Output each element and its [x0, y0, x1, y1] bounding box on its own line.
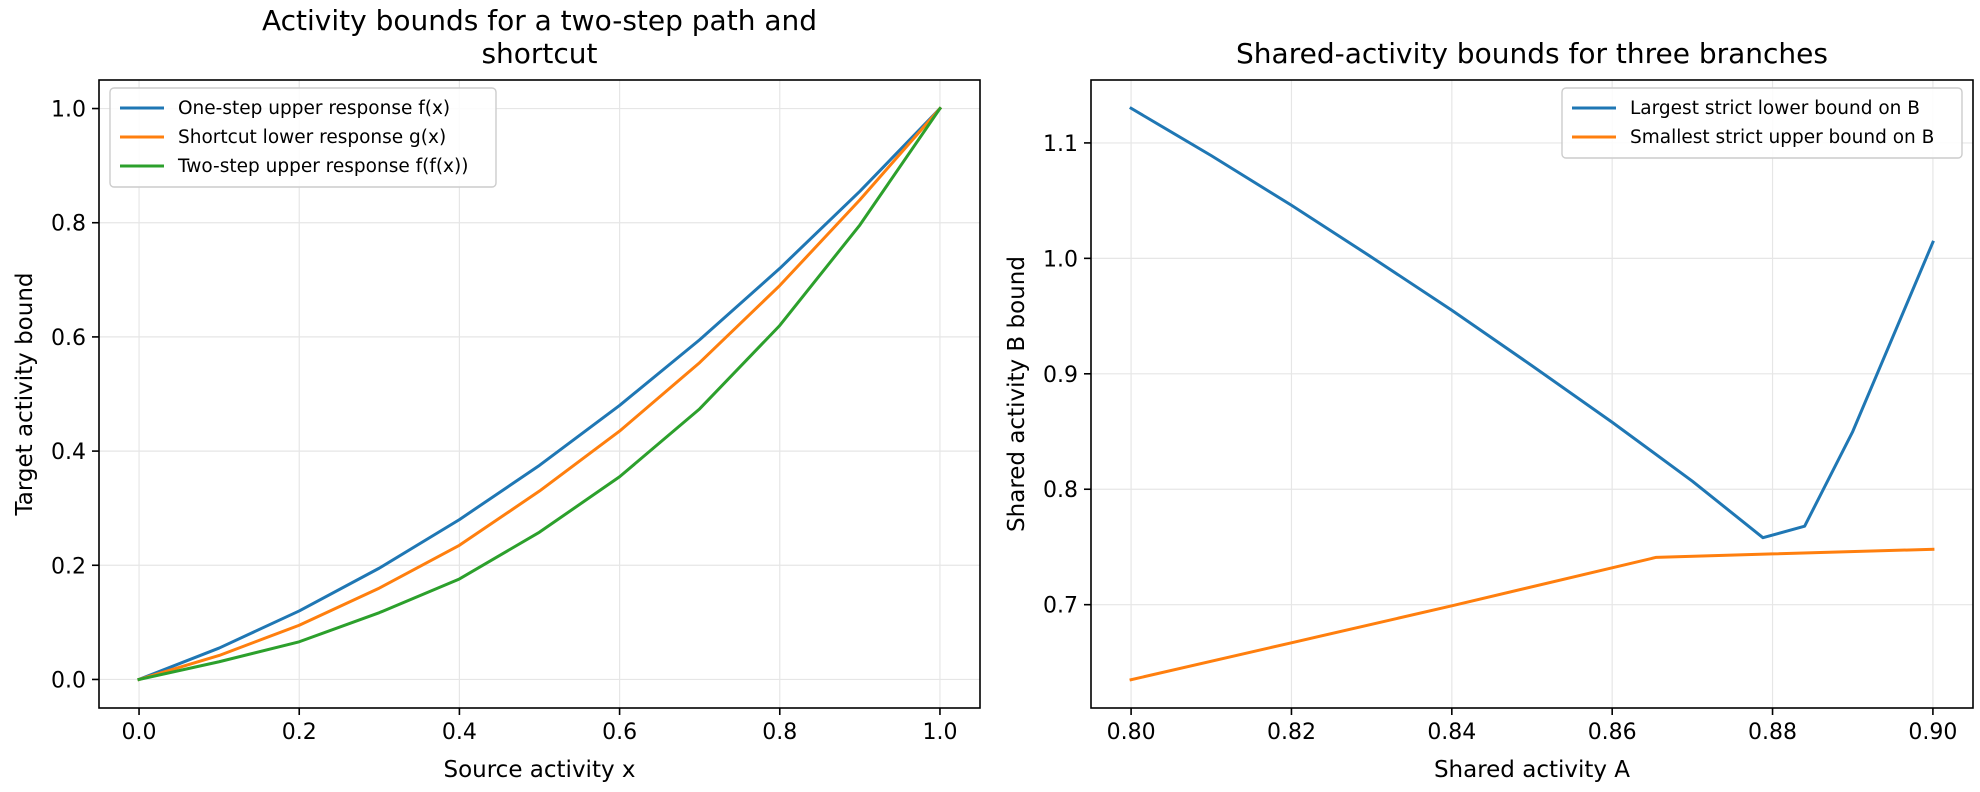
- legend-label: Largest strict lower bound on B: [1630, 98, 1920, 119]
- y-tick-label: 0.8: [1043, 478, 1078, 503]
- legend-label: Shortcut lower response g(x): [178, 127, 446, 148]
- series-line-0: [137, 106, 943, 682]
- left-chart: 0.0 0.2 0.4 0.6 0.8 1.0 0.0 0.2 0.4 0.6 0.8 1.0 Sour…: [12, 4, 981, 783]
- x-axis-label: Source activity x: [443, 757, 635, 783]
- x-tick-label: 0.80: [1107, 720, 1156, 745]
- x-tick-label: 0.0: [122, 720, 157, 745]
- x-tick-label: 0.88: [1748, 720, 1797, 745]
- x-tick-label: 0.4: [442, 720, 477, 745]
- chart-title: Shared-activity bounds for three branche…: [1236, 37, 1828, 70]
- plot-frame: [98, 79, 981, 709]
- y-tick-label: 0.4: [51, 440, 86, 465]
- x-axis-label: Shared activity A: [1434, 757, 1630, 783]
- y-tick-label: 1.1: [1043, 132, 1078, 157]
- series-line-0: [1129, 106, 1935, 540]
- right-chart: 0.80 0.82 0.84 0.86 0.88 0.90 0.7 0.8 0.9 1.0 1.1 S…: [1004, 37, 1974, 783]
- y-tick-label: 0.8: [51, 212, 86, 237]
- x-tick-label: 0.2: [282, 720, 317, 745]
- chart-title: shortcut: [481, 37, 597, 70]
- series-line-2: [137, 106, 943, 682]
- x-tick-label: 0.90: [1908, 720, 1957, 745]
- y-axis-label: Shared activity B bound: [1004, 256, 1030, 532]
- y-tick-label: 0.0: [51, 668, 86, 693]
- x-tick-label: 0.86: [1588, 720, 1637, 745]
- y-tick-label: 1.0: [1043, 247, 1078, 272]
- x-tick-label: 0.8: [762, 720, 797, 745]
- plot-frame: [1090, 79, 1974, 709]
- y-tick-label: 0.2: [51, 554, 86, 579]
- series-line-1: [137, 106, 943, 682]
- y-tick-label: 1.0: [51, 98, 86, 123]
- legend-label: Smallest strict upper bound on B: [1630, 127, 1934, 148]
- legend-box: [1561, 87, 1963, 159]
- y-tick-label: 0.6: [51, 326, 86, 351]
- y-tick-label: 0.7: [1043, 594, 1078, 619]
- chart-title: Activity bounds for a two-step path and: [262, 4, 817, 37]
- legend-label: Two-step upper response f(f(x)): [177, 156, 468, 177]
- y-axis-label: Target activity bound: [12, 273, 38, 517]
- x-tick-label: 1.0: [922, 720, 957, 745]
- series-line-1: [1129, 547, 1935, 682]
- x-tick-label: 0.6: [602, 720, 637, 745]
- x-tick-label: 0.84: [1427, 720, 1476, 745]
- legend-label: One-step upper response f(x): [178, 98, 450, 119]
- x-tick-label: 0.82: [1267, 720, 1316, 745]
- y-tick-label: 0.9: [1043, 363, 1078, 388]
- legend-box: [109, 87, 497, 188]
